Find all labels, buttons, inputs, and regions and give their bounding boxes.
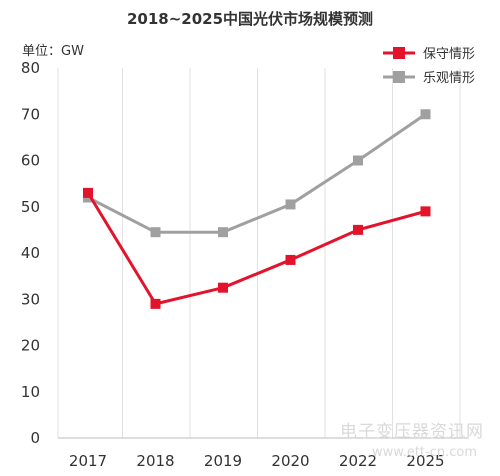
x-tick-label: 2022 <box>339 452 377 470</box>
watermark: 电子变压器资讯网 www.ett-cn.com <box>340 422 484 460</box>
data-point <box>150 298 161 309</box>
data-point <box>285 199 296 210</box>
legend: 保守情形 乐观情形 <box>383 47 475 86</box>
data-point <box>285 254 296 265</box>
series-conservative <box>83 187 431 309</box>
x-tick-label: 2025 <box>406 452 444 470</box>
unit-label: 单位：GW <box>22 44 84 59</box>
legend-label-optimistic: 乐观情形 <box>423 71 475 86</box>
legend-item-optimistic: 乐观情形 <box>383 71 475 86</box>
data-point <box>150 227 161 238</box>
grid <box>57 68 461 438</box>
x-tick-label: 2017 <box>69 452 107 470</box>
series <box>83 109 431 309</box>
watermark-text: 电子变压器资讯网 <box>340 422 484 442</box>
y-tick-label: 80 <box>21 59 40 77</box>
legend-marker-conservative <box>393 47 405 59</box>
legend-label-conservative: 保守情形 <box>423 47 475 62</box>
series-line <box>86 192 426 306</box>
data-point <box>420 206 431 217</box>
data-point <box>83 187 93 198</box>
data-point <box>218 282 228 293</box>
legend-marker-optimistic <box>393 71 405 83</box>
data-point <box>218 227 228 238</box>
y-tick-label: 20 <box>21 337 40 355</box>
y-tick-label: 60 <box>21 152 40 170</box>
y-tick-label: 70 <box>21 105 40 123</box>
data-point <box>353 155 363 166</box>
series-line <box>87 113 427 234</box>
series-optimistic <box>83 109 431 238</box>
watermark-url: www.ett-cn.com <box>372 445 477 460</box>
y-tick-label: 30 <box>21 290 40 308</box>
y-tick-label: 50 <box>21 198 40 216</box>
data-point <box>353 224 363 235</box>
x-tick-label: 2019 <box>204 452 242 470</box>
x-tick-label: 2018 <box>136 452 174 470</box>
legend-item-conservative: 保守情形 <box>383 47 475 62</box>
x-tick-label: 2020 <box>271 452 309 470</box>
y-tick-label: 40 <box>21 244 40 262</box>
y-tick-label: 10 <box>21 383 40 401</box>
chart-title: 2018~2025中国光伏市场规模预测 <box>127 10 373 28</box>
y-tick-label: 0 <box>30 429 40 447</box>
axes: 0 10 20 30 40 50 60 70 80 2017 2018 2019 2020 2022 202… <box>21 59 468 470</box>
data-point <box>420 109 431 120</box>
